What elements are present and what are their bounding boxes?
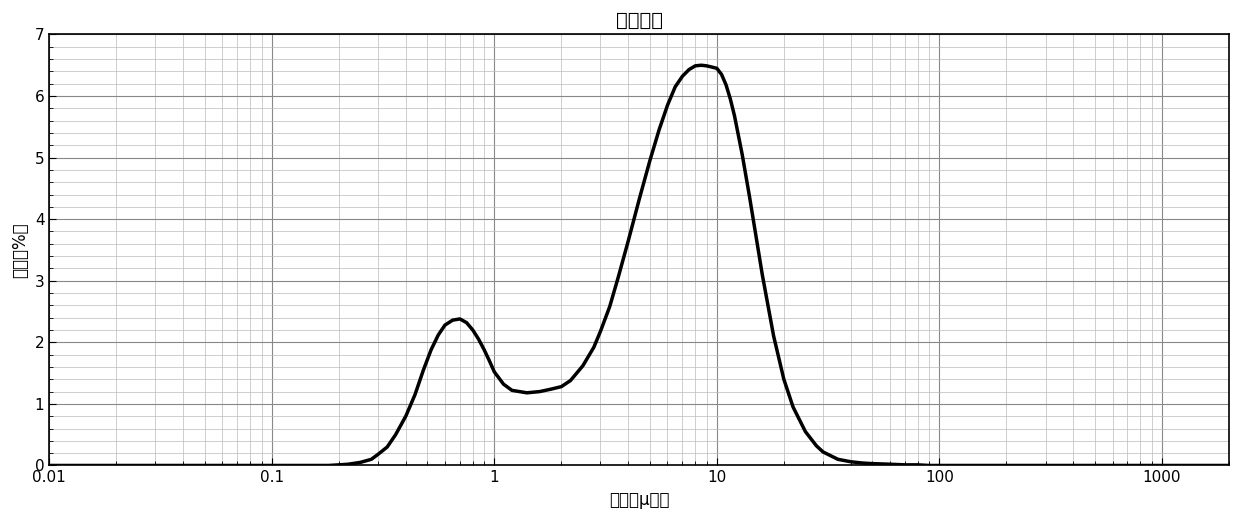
Title: 粒度分布: 粒度分布 bbox=[615, 11, 662, 30]
X-axis label: 粒度（μ测）: 粒度（μ测） bbox=[609, 491, 670, 509]
Y-axis label: 体积（%）: 体积（%） bbox=[11, 222, 29, 278]
